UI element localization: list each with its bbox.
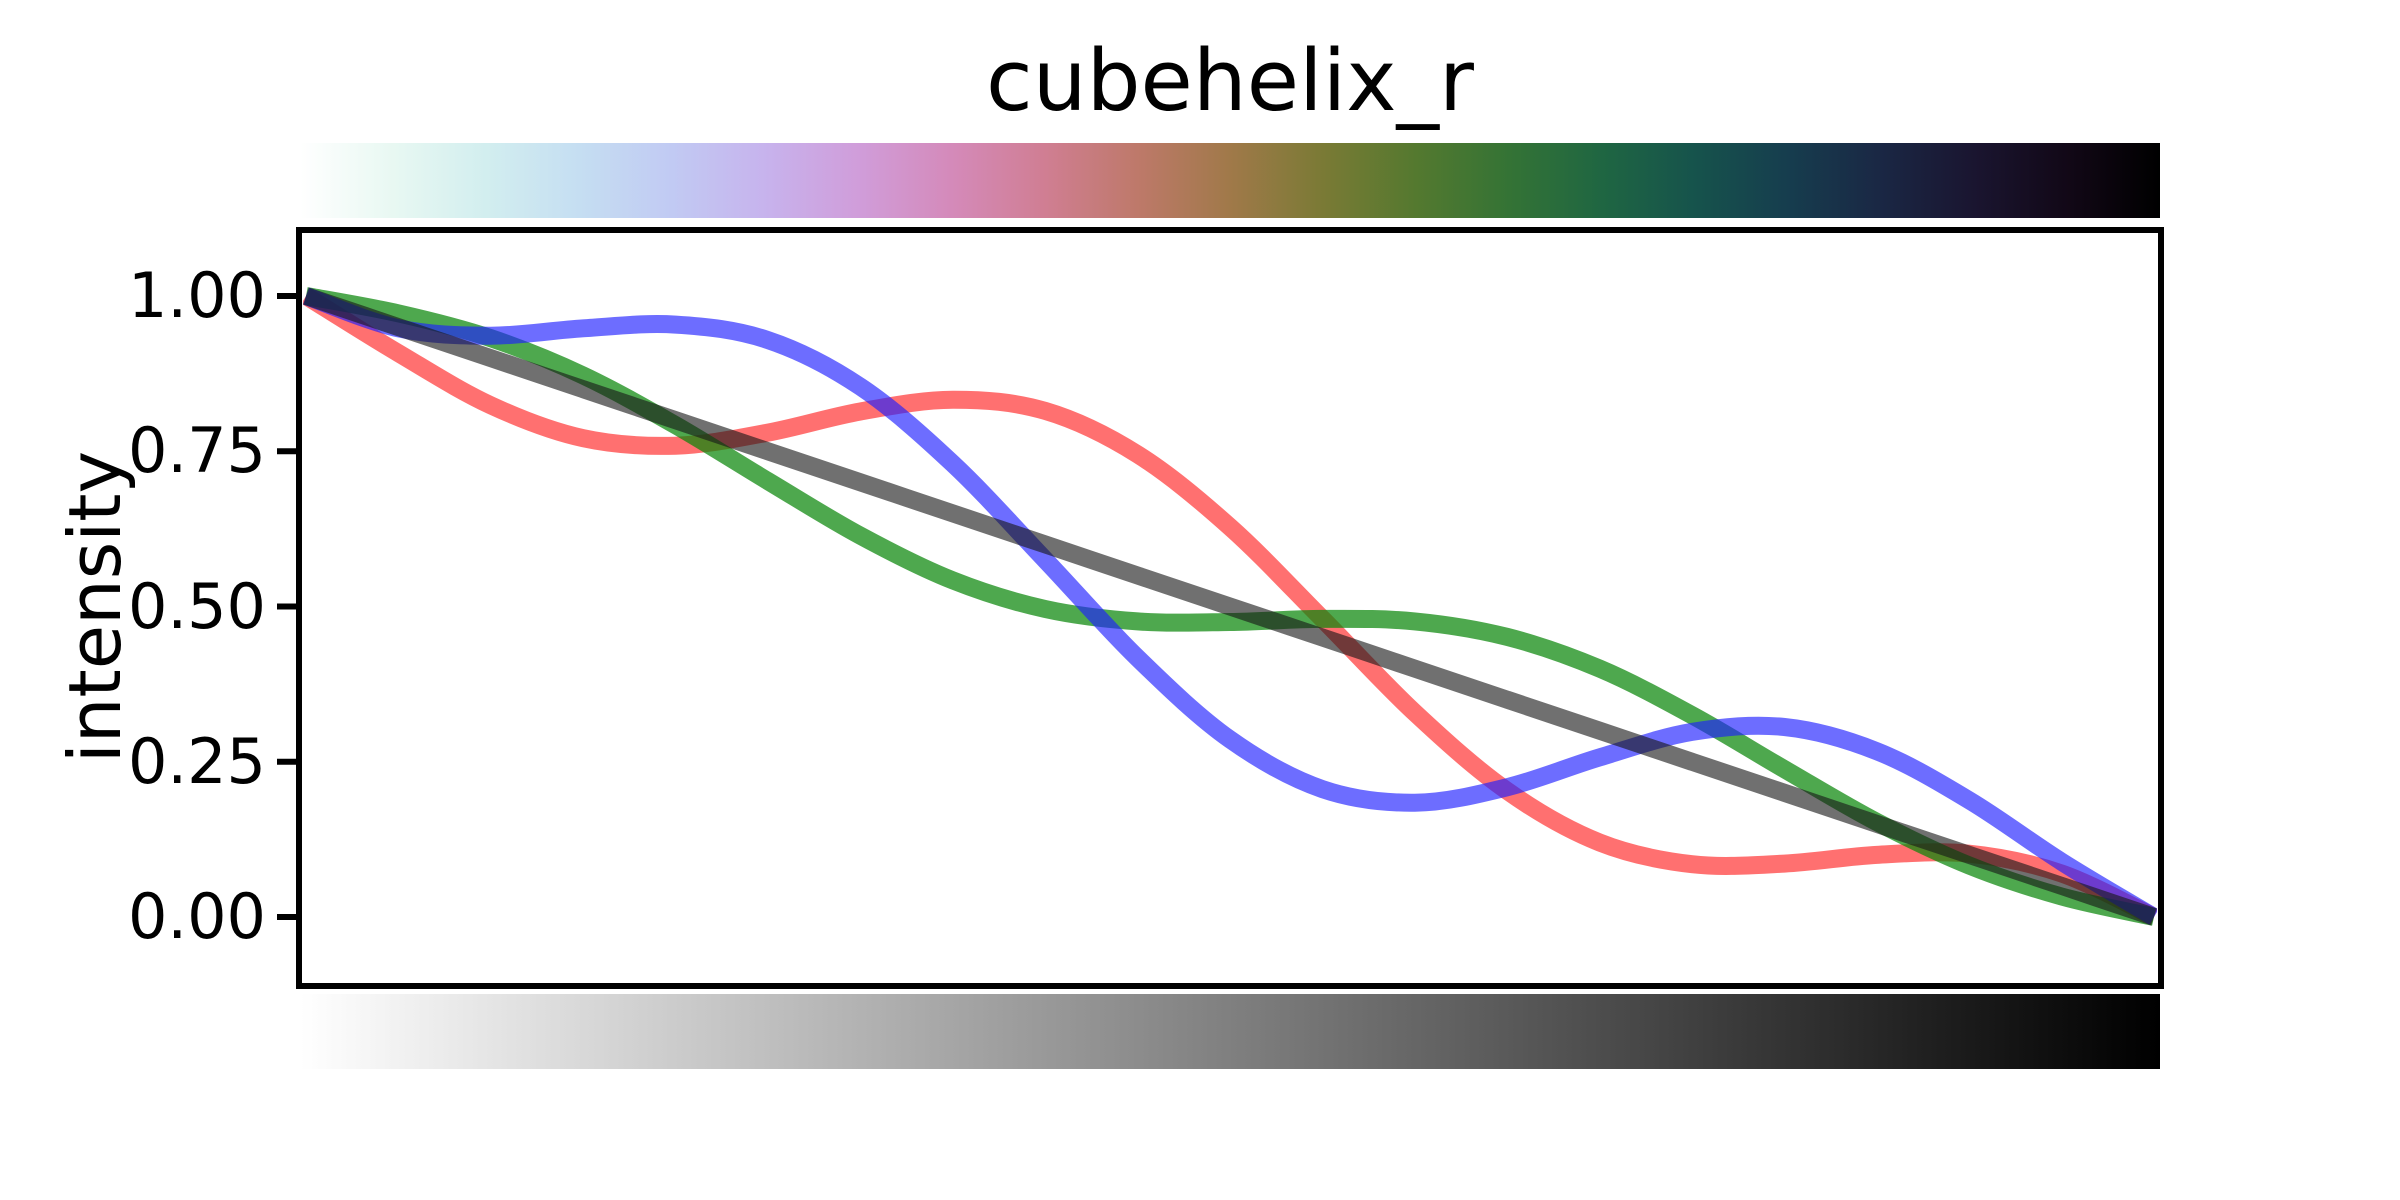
y-tick-label: 0.75 (127, 414, 266, 488)
y-tick-label: 0.00 (127, 880, 266, 953)
colormap-strip-top (300, 143, 2160, 218)
y-tick-label: 0.50 (127, 569, 266, 643)
y-tick-label: 1.00 (127, 259, 266, 332)
chart-title: cubehelix_r (985, 32, 1475, 131)
curve-red-channel (303, 288, 2157, 926)
rgb-intensity-curves (303, 287, 2157, 926)
y-tick-marks (277, 293, 297, 920)
axes-spines (296, 227, 2164, 989)
curve-gray-luminance (303, 287, 2157, 926)
curve-blue-channel (303, 287, 2157, 925)
y-tick-label: 0.25 (127, 724, 266, 798)
grayscale-strip-bottom (300, 994, 2160, 1069)
